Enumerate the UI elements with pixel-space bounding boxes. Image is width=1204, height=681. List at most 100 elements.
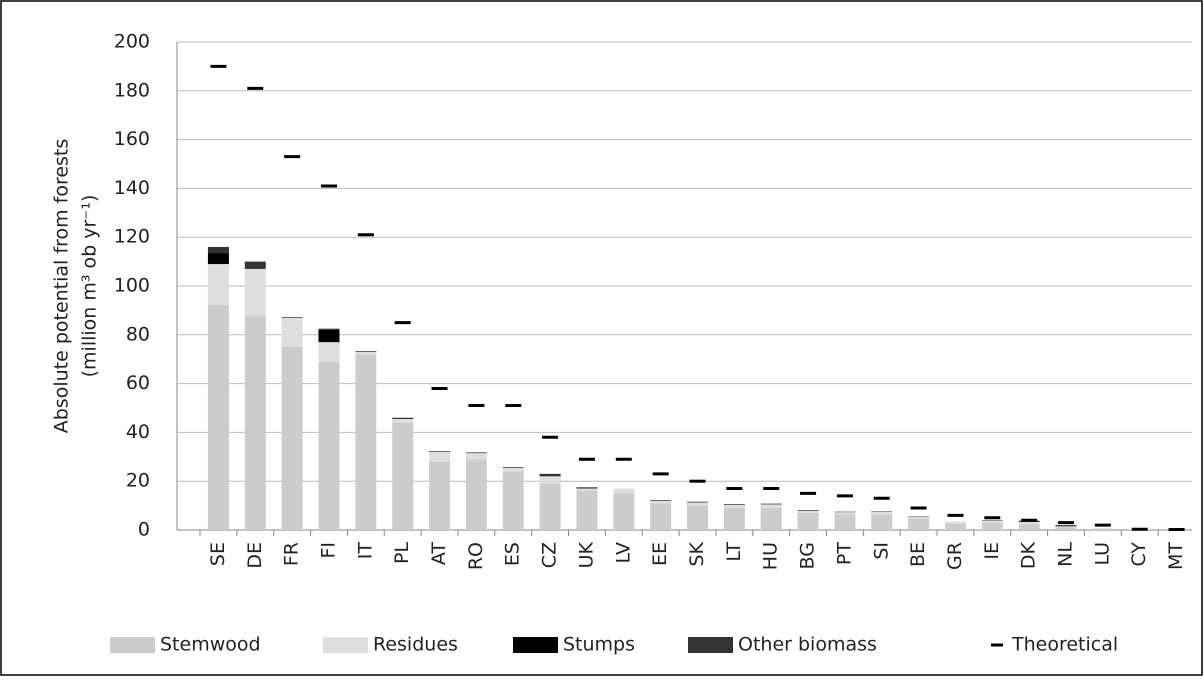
bar-segment	[245, 262, 266, 269]
y-tick-label: 100	[114, 275, 150, 297]
bar-segment	[1056, 525, 1077, 526]
legend-label: Other biomass	[738, 634, 877, 656]
x-tick-label: LT	[723, 542, 745, 562]
x-tick-label: HU	[760, 542, 782, 570]
bar-segment	[687, 502, 708, 503]
y-tick-label: 200	[114, 31, 150, 53]
bar-segment	[282, 318, 303, 347]
legend-label: Residues	[373, 634, 458, 656]
bar-segment	[576, 487, 597, 488]
bar-segment	[245, 269, 266, 315]
y-tick-label: 180	[114, 79, 150, 101]
x-tick-label: IE	[981, 542, 1003, 560]
x-tick-label: IT	[354, 542, 376, 560]
x-tick-label: ES	[502, 542, 524, 566]
bar-segment	[392, 419, 413, 423]
x-tick-label: AT	[428, 542, 450, 566]
bar-segment	[834, 512, 855, 514]
bar-segment	[798, 511, 819, 513]
bar-segment	[318, 362, 339, 530]
bar-segment	[466, 459, 487, 530]
x-tick-label: CY	[1128, 542, 1150, 567]
bar-segment	[318, 330, 339, 342]
bar-segment	[318, 329, 339, 330]
x-tick-label: CZ	[539, 542, 561, 568]
bar-segment	[429, 462, 450, 530]
bar-segment	[355, 354, 376, 530]
x-tick-label: MT	[1165, 542, 1187, 570]
bar-segment	[761, 508, 782, 530]
bar-segment	[540, 474, 561, 476]
x-tick-label: DE	[244, 542, 266, 569]
x-tick-label: SE	[207, 542, 229, 566]
x-tick-label: PL	[391, 542, 413, 564]
x-tick-label: DK	[1018, 541, 1040, 569]
x-tick-label: EE	[649, 542, 671, 566]
bar-segment	[798, 513, 819, 530]
x-tick-label: BE	[907, 542, 929, 567]
bar-segment	[392, 423, 413, 530]
bar-segment	[208, 253, 229, 264]
x-tick-label: UK	[575, 541, 597, 568]
bar-segment	[908, 517, 929, 519]
bar-segment	[908, 519, 929, 530]
bar-segment	[945, 524, 966, 530]
bar-segment	[761, 504, 782, 508]
x-tick-label: LU	[1091, 542, 1113, 566]
bar-segment	[355, 351, 376, 352]
bar-segment	[245, 315, 266, 530]
bar-segment	[540, 476, 561, 483]
bar-segment	[724, 505, 745, 508]
x-tick-label: FR	[281, 542, 303, 566]
x-tick-label: PT	[833, 542, 855, 565]
x-tick-label: GR	[944, 542, 966, 570]
bar-segment	[982, 523, 1003, 530]
bar-segment	[613, 493, 634, 530]
bar-segment	[576, 489, 597, 491]
y-tick-label: 0	[138, 519, 150, 541]
bar-segment	[576, 491, 597, 530]
bar-segment	[208, 247, 229, 253]
legend-label: Stemwood	[160, 634, 261, 656]
bar-segment	[208, 264, 229, 305]
bar-segment	[798, 510, 819, 511]
legend-swatch	[110, 637, 155, 653]
bar-segment	[318, 342, 339, 362]
bar-segment	[540, 484, 561, 530]
legend-swatch	[688, 637, 733, 653]
bar-segment	[1019, 522, 1040, 524]
bar-segment	[982, 521, 1003, 523]
bar-segment	[282, 317, 303, 318]
bar-segment	[1056, 526, 1077, 527]
y-tick-label: 20	[126, 470, 150, 492]
x-tick-label: FI	[317, 542, 339, 559]
bar-segment	[466, 453, 487, 459]
bar-segment	[871, 512, 892, 514]
y-axis-label: Absolute potential from forests	[51, 139, 73, 434]
y-tick-label: 60	[126, 372, 150, 394]
bar-segment	[834, 514, 855, 530]
bar-segment	[945, 521, 966, 523]
bar-segment	[1019, 524, 1040, 530]
bar-segment	[724, 508, 745, 530]
x-tick-label: SI	[870, 542, 892, 560]
legend-swatch	[323, 637, 368, 653]
bar-segment	[503, 471, 524, 530]
bar-segment	[392, 418, 413, 419]
y-axis-label: (million m³ ob yr⁻¹)	[79, 195, 101, 378]
bar-segment	[208, 306, 229, 530]
bar-segment	[1056, 528, 1077, 530]
bar-segment	[1092, 529, 1113, 530]
bar-segment	[466, 452, 487, 453]
bar-segment	[650, 503, 671, 530]
y-tick-label: 80	[126, 323, 150, 345]
y-tick-label: 140	[114, 177, 150, 199]
bar-segment	[871, 514, 892, 530]
bar-segment	[724, 504, 745, 505]
x-tick-label: LV	[612, 542, 634, 564]
bar-segment	[503, 468, 524, 472]
bar-segment	[650, 501, 671, 503]
bar-segment	[282, 347, 303, 530]
bar-segment	[613, 489, 634, 494]
